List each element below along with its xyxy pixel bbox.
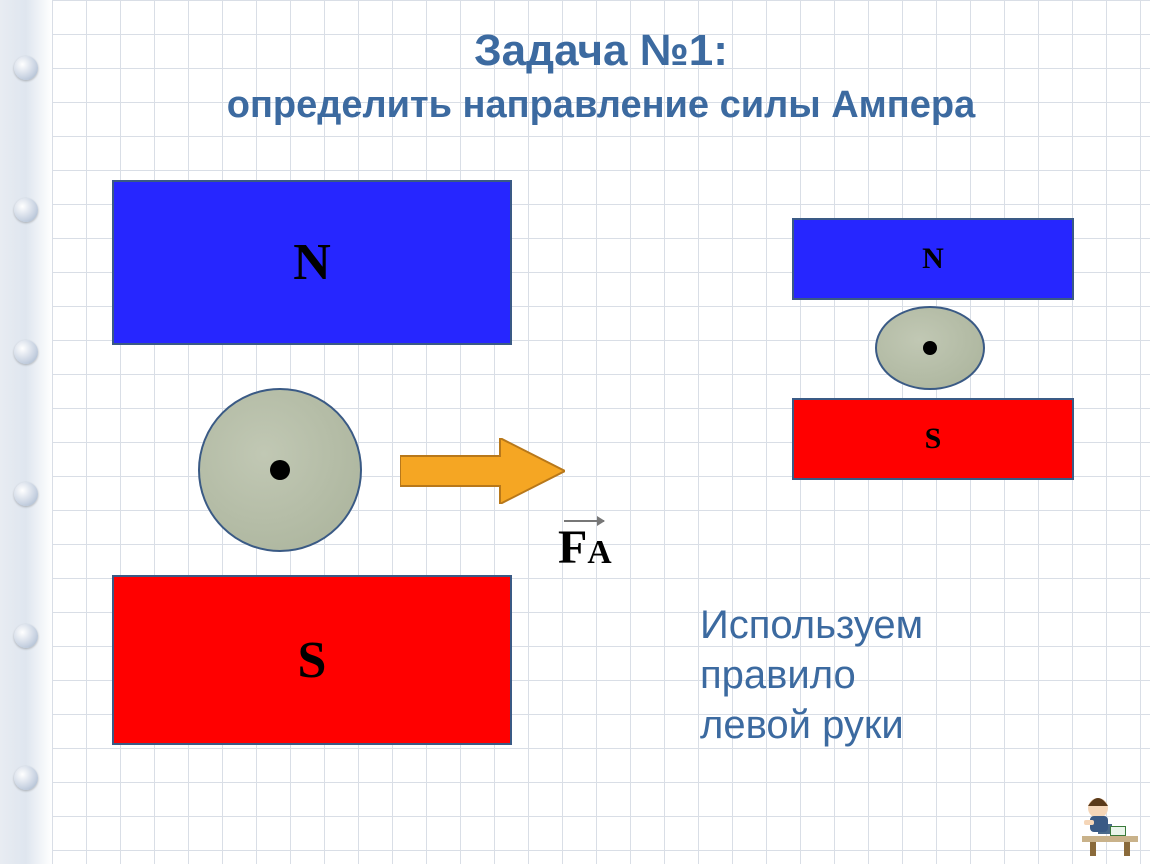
arrow-icon — [400, 438, 565, 504]
page-title: Задача №1: — [52, 26, 1150, 76]
left-n-magnet: N — [112, 180, 512, 345]
right-s-magnet: S — [792, 398, 1074, 480]
left-wire-cross-section — [198, 388, 362, 552]
right-n-label: N — [922, 242, 944, 276]
binder-ring — [14, 56, 38, 80]
left-s-label: S — [298, 631, 327, 690]
hint-line3: левой руки — [700, 700, 923, 750]
left-s-magnet: S — [112, 575, 512, 745]
right-wire-cross-section — [875, 306, 985, 390]
hint-line2: правило — [700, 650, 923, 700]
hint-text: Используем правило левой руки — [700, 600, 923, 750]
hint-line1: Используем — [700, 600, 923, 650]
binder-ring — [14, 198, 38, 222]
binder-ring — [14, 482, 38, 506]
right-s-label: S — [925, 422, 942, 456]
force-arrow — [400, 438, 565, 504]
right-wire-dot — [923, 341, 937, 355]
left-n-label: N — [293, 233, 331, 292]
binder-ring — [14, 340, 38, 364]
binder-strip — [0, 0, 52, 864]
left-wire-dot — [270, 460, 290, 480]
page-subtitle: определить направление силы Ампера — [52, 84, 1150, 127]
fa-a: A — [587, 534, 611, 571]
student-clipart-icon — [1054, 768, 1144, 858]
right-n-magnet: N — [792, 218, 1074, 300]
fa-label: FA — [558, 520, 612, 575]
student-svg — [1054, 768, 1144, 858]
binder-ring — [14, 766, 38, 790]
binder-ring — [14, 624, 38, 648]
fa-f: F — [558, 521, 587, 574]
